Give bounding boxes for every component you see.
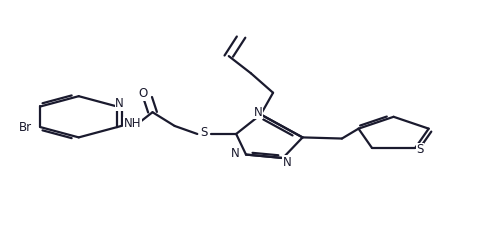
Text: N: N <box>115 97 124 110</box>
Text: N: N <box>282 156 291 169</box>
Text: N: N <box>254 106 263 119</box>
Text: O: O <box>138 87 147 100</box>
Text: S: S <box>417 143 424 156</box>
Text: NH: NH <box>124 117 142 130</box>
Text: S: S <box>201 126 208 139</box>
Text: Br: Br <box>19 121 32 134</box>
Text: N: N <box>231 147 240 160</box>
